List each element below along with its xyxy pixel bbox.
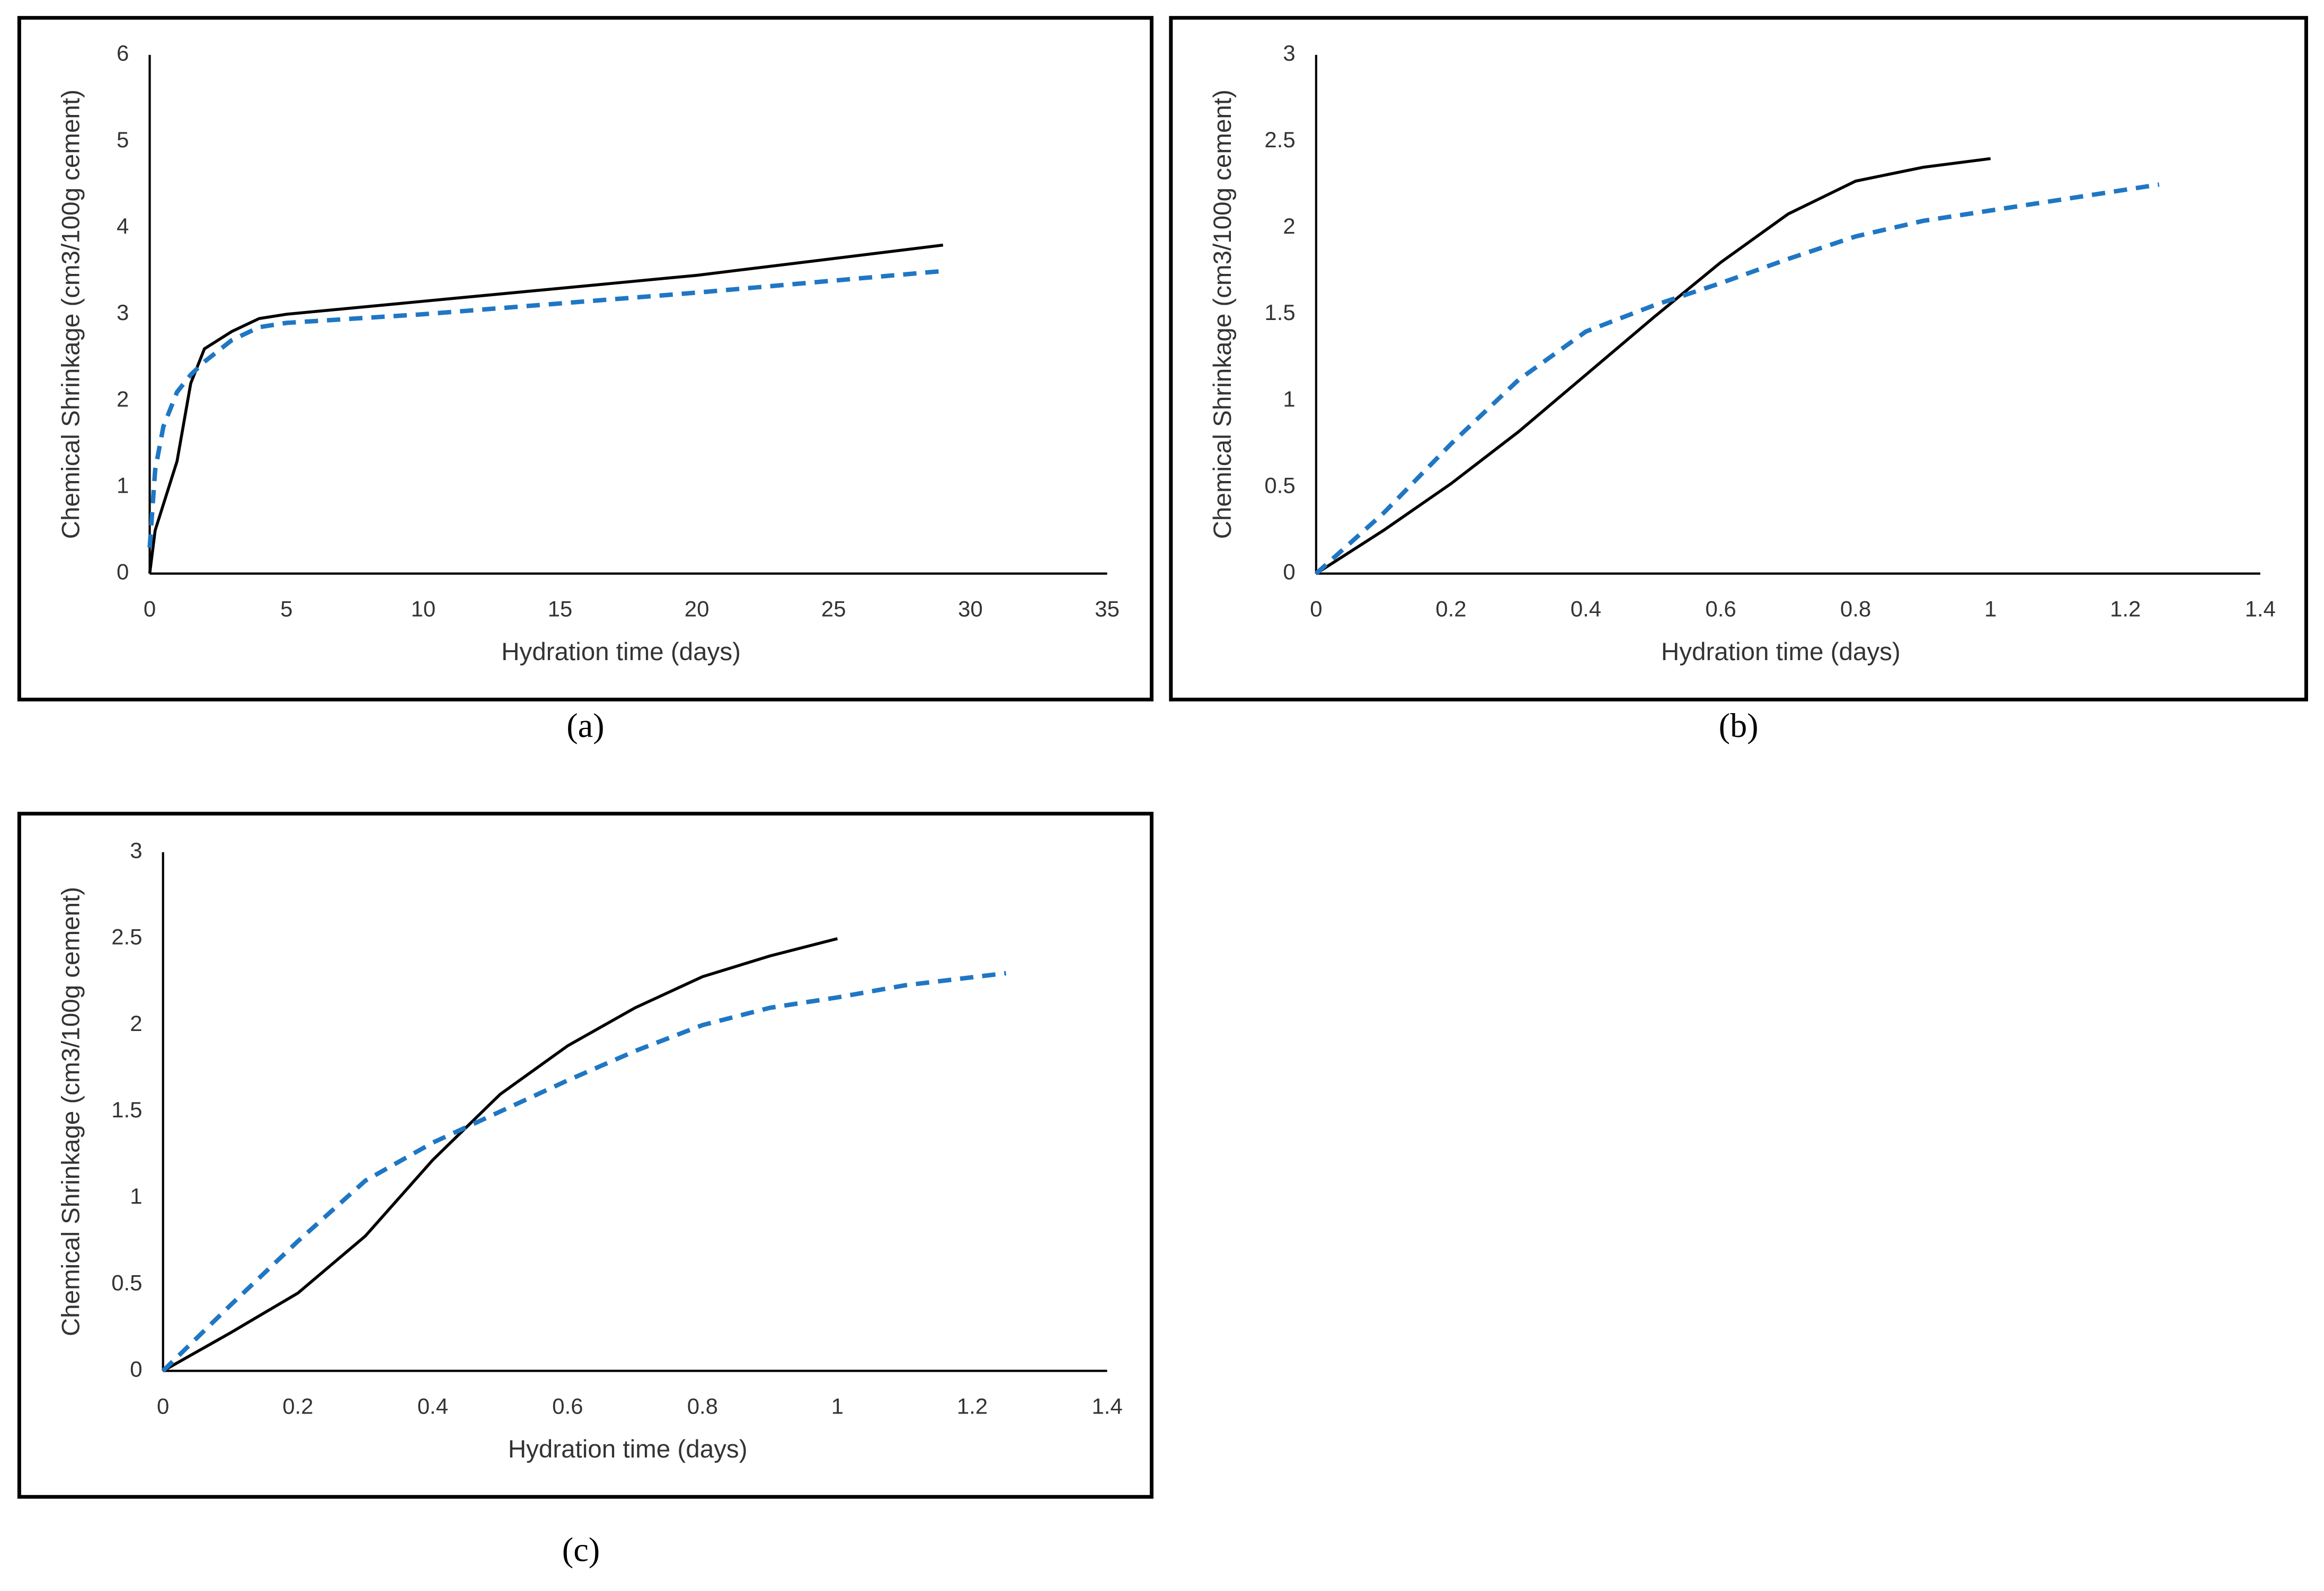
y-tick-label: 0.5 <box>111 1270 142 1295</box>
x-axis-title: Hydration time (days) <box>508 1435 748 1463</box>
y-axis-title: Chemical Shrinkage (cm3/100g cement) <box>57 90 85 539</box>
y-tick-label: 5 <box>117 127 129 152</box>
y-axis-title: Chemical Shrinkage (cm3/100g cement) <box>57 887 85 1336</box>
x-tick-label: 10 <box>411 597 436 621</box>
x-tick-label: 15 <box>548 597 573 621</box>
y-tick-label: 0 <box>130 1357 142 1382</box>
x-tick-label: 1 <box>831 1394 844 1419</box>
caption: (b) <box>1719 707 1759 744</box>
y-tick-label: 1 <box>130 1184 142 1208</box>
x-tick-label: 20 <box>685 597 709 621</box>
x-tick-label: 30 <box>958 597 983 621</box>
x-axis-title: Hydration time (days) <box>501 638 741 666</box>
x-tick-label: 0.8 <box>687 1394 718 1419</box>
data-line <box>1315 182 2160 575</box>
y-tick-label: 0 <box>1283 559 1295 584</box>
y-tick-label: 1 <box>117 473 129 498</box>
data-line <box>161 971 1007 1373</box>
x-tick-label: 0 <box>1310 597 1322 621</box>
x-tick-label: 0.2 <box>282 1394 313 1419</box>
x-tick-label: 0.6 <box>1705 597 1736 621</box>
x-tick-label: 0 <box>157 1394 169 1419</box>
x-tick-label: 1.4 <box>1092 1394 1122 1419</box>
y-tick-label: 4 <box>117 214 129 238</box>
x-tick-label: 0.4 <box>1571 597 1601 621</box>
y-tick-label: 1.5 <box>1264 300 1295 325</box>
data-line <box>147 269 944 548</box>
y-tick-label: 3 <box>117 300 129 325</box>
caption: (c) <box>562 1531 600 1568</box>
y-tick-label: 2.5 <box>1264 127 1295 152</box>
x-tick-label: 0.8 <box>1840 597 1871 621</box>
x-tick-label: 1.2 <box>2110 597 2141 621</box>
y-tick-label: 2 <box>1283 214 1295 238</box>
x-tick-label: 0.6 <box>552 1394 583 1419</box>
data-line <box>1315 157 1991 575</box>
y-tick-label: 3 <box>130 838 142 863</box>
x-tick-label: 5 <box>280 597 292 621</box>
y-axis-title: Chemical Shrinkage (cm3/100g cement) <box>1209 90 1237 539</box>
x-tick-label: 0 <box>144 597 156 621</box>
y-tick-label: 6 <box>117 41 129 66</box>
x-tick-label: 1.2 <box>957 1394 988 1419</box>
caption: (a) <box>566 707 604 744</box>
x-tick-label: 1.4 <box>2245 597 2276 621</box>
y-tick-label: 0 <box>117 559 129 584</box>
data-line <box>162 937 838 1372</box>
x-tick-label: 0.2 <box>1435 597 1466 621</box>
chart-frame <box>17 16 1154 701</box>
y-tick-label: 2 <box>130 1011 142 1036</box>
y-tick-label: 0.5 <box>1264 473 1295 498</box>
x-tick-label: 35 <box>1095 597 1120 621</box>
y-tick-label: 2.5 <box>111 925 142 949</box>
y-tick-label: 2 <box>117 386 129 411</box>
chart-frame <box>17 812 1154 1499</box>
y-tick-label: 1.5 <box>111 1097 142 1122</box>
x-axis-title: Hydration time (days) <box>1661 638 1901 666</box>
x-tick-label: 0.4 <box>418 1394 448 1419</box>
data-line <box>148 243 944 574</box>
y-tick-label: 1 <box>1283 386 1295 411</box>
x-tick-label: 1 <box>1984 597 1997 621</box>
x-tick-label: 25 <box>821 597 846 621</box>
y-tick-label: 3 <box>1283 41 1295 66</box>
chart-frame <box>1169 16 2308 701</box>
